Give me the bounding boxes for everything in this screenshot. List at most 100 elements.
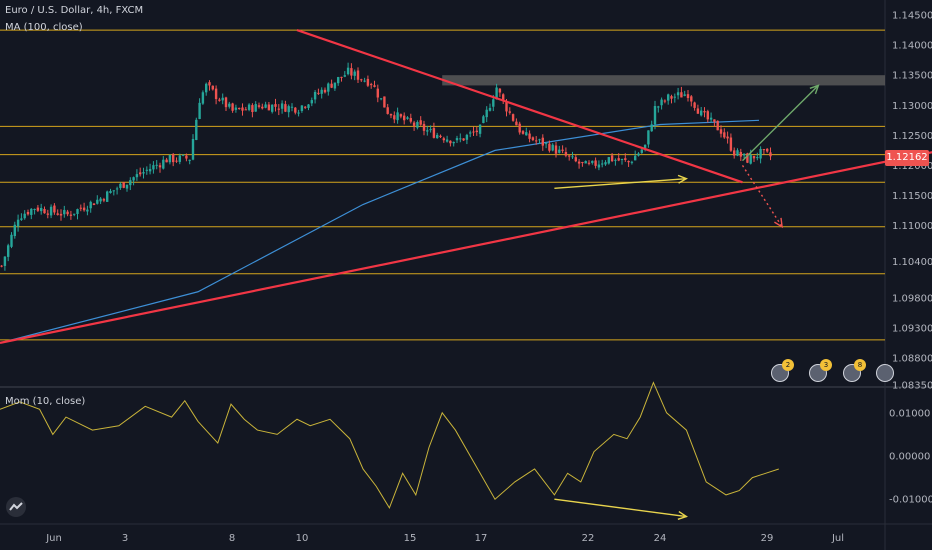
candle-body <box>696 108 700 114</box>
candle-body <box>399 114 403 117</box>
candle-body <box>746 153 749 163</box>
x-tick-label: 15 <box>404 533 417 544</box>
candle-body <box>650 124 653 132</box>
candle-body <box>594 160 597 166</box>
candle-body <box>683 94 686 96</box>
candle-body <box>686 94 690 99</box>
y-tick-label: 1.13000 <box>892 101 932 112</box>
candle-body <box>175 160 178 162</box>
candle-body <box>630 161 634 163</box>
candle-body <box>482 116 485 123</box>
candle-body <box>749 154 752 164</box>
economic-event-icon[interactable]: 2 <box>771 359 794 382</box>
candle-body <box>122 182 125 188</box>
candle-body <box>36 207 40 211</box>
economic-event-icon[interactable]: 8 <box>843 359 866 382</box>
candle-body <box>667 94 670 101</box>
candle-body <box>313 91 317 100</box>
candle-body <box>676 92 680 96</box>
candle-body <box>211 85 214 90</box>
candle-body <box>386 107 389 114</box>
x-tick-label: 10 <box>296 533 309 544</box>
candle-body <box>445 139 449 142</box>
candle-body <box>40 207 43 212</box>
candle-body <box>251 105 254 113</box>
candle-body <box>109 191 112 194</box>
candle-body <box>320 89 323 94</box>
x-tick-label: Jul <box>831 533 844 544</box>
last-price-label: 1.12162 <box>885 150 929 166</box>
candle-body <box>205 83 208 93</box>
candle-body <box>591 160 594 163</box>
economic-event-icon[interactable]: 3 <box>809 359 832 382</box>
y-tick-label: 1.12500 <box>892 131 932 142</box>
y-tick-label: 1.08800 <box>892 353 932 364</box>
candle-body <box>224 97 228 108</box>
candle-body <box>393 115 396 120</box>
candle-body <box>624 158 627 160</box>
candle-body <box>13 224 16 237</box>
y-tick-label: 1.13500 <box>892 71 932 82</box>
candle-body <box>99 198 102 202</box>
candle-body <box>475 130 478 133</box>
candle-body <box>515 121 518 126</box>
candle-body <box>106 191 109 202</box>
candle-body <box>300 105 304 111</box>
economic-event-icon[interactable] <box>876 364 894 382</box>
x-tick-label: 29 <box>761 533 774 544</box>
candle-body <box>469 132 472 134</box>
candle-body <box>436 134 439 139</box>
tradingview-logo-icon[interactable] <box>6 497 26 517</box>
candle-body <box>488 107 492 111</box>
candle-body <box>752 155 756 159</box>
candle-body <box>703 111 706 113</box>
candle-body <box>587 162 591 164</box>
candle-body <box>63 209 66 215</box>
candle-body <box>59 213 63 216</box>
candle-body <box>766 148 769 152</box>
ma-indicator-label[interactable]: MA (100, close) <box>5 22 83 33</box>
candle-body <box>267 104 271 111</box>
candle-body <box>733 150 736 156</box>
descending-trendline <box>296 29 743 184</box>
candle-body <box>653 106 657 125</box>
momentum-indicator-label[interactable]: Mom (10, close) <box>5 396 86 407</box>
candle-body <box>271 104 274 112</box>
candle-body <box>502 94 505 101</box>
candle-body <box>554 145 558 154</box>
candle-body <box>145 169 148 171</box>
candle-body <box>23 213 26 219</box>
candle-body <box>56 213 59 215</box>
candle-body <box>330 83 333 88</box>
candle-body <box>389 114 393 116</box>
candle-body <box>617 158 620 161</box>
candle-body <box>548 143 551 151</box>
candle-body <box>709 117 713 120</box>
candle-body <box>49 206 53 216</box>
candle-body <box>426 130 429 132</box>
candle-body <box>201 92 205 104</box>
candle-body <box>432 128 436 138</box>
candle-body <box>363 80 366 82</box>
candle-body <box>294 107 297 113</box>
y-tick-label: 1.14000 <box>892 41 932 52</box>
candle-body <box>452 141 455 144</box>
candle-body <box>96 199 99 204</box>
candle-body <box>680 92 683 98</box>
candle-body <box>346 67 350 75</box>
candle-body <box>551 144 554 151</box>
candle-body <box>627 160 630 163</box>
candle-body <box>20 218 23 220</box>
candle-body <box>139 172 142 175</box>
candle-body <box>89 201 92 209</box>
candle-body <box>472 131 475 133</box>
candle-body <box>640 149 643 153</box>
candle-body <box>564 152 568 156</box>
candle-body <box>188 159 191 161</box>
candle-body <box>634 155 637 161</box>
candle-body <box>736 150 739 156</box>
candle-body <box>498 88 502 93</box>
x-tick-label: Jun <box>45 533 62 544</box>
candle-body <box>323 89 327 93</box>
